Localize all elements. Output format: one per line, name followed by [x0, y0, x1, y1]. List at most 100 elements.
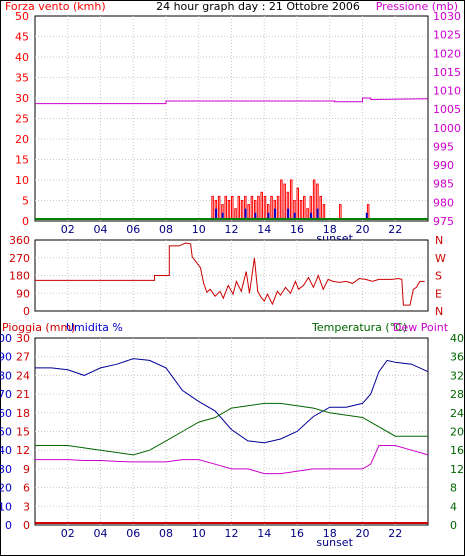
wind-tick-label: 15: [15, 154, 29, 167]
x-tick-label: 16: [290, 527, 304, 540]
compass-label: N: [435, 305, 443, 318]
temperature-axis-title: Temperatura (°C): [311, 321, 407, 334]
wind-tick-label: 5: [22, 195, 29, 208]
direction-tick-label: 180: [9, 270, 30, 283]
x-tick-label: 18: [323, 527, 337, 540]
temperature-tick-label: 36: [450, 351, 464, 364]
compass-label: W: [435, 252, 446, 265]
x-tick-label: 18: [323, 223, 337, 236]
compass-label: N: [435, 234, 443, 247]
pressure-tick-label: 1005: [433, 103, 461, 116]
temperature-tick-label: 16: [450, 444, 464, 457]
rain-tick-label: 15: [16, 426, 30, 439]
temperature-tick-label: 4: [450, 500, 457, 513]
wind-direction-line: [35, 242, 425, 306]
pressure-tick-label: 1030: [433, 10, 461, 23]
direction-tick-label: 90: [16, 287, 30, 300]
gust-bar: [293, 212, 296, 219]
wind-axis-title: Forza vento (kmh): [5, 0, 106, 13]
humidity-tick-label: 20: [0, 482, 12, 495]
humidity-tick-label: 50: [0, 426, 12, 439]
humidity-axis-title: Umidita %: [66, 321, 123, 334]
pressure-tick-label: 995: [433, 140, 454, 153]
rain-tick-label: 24: [16, 369, 30, 382]
temperature-tick-label: 32: [450, 369, 464, 382]
dewpoint-axis-title: Dew Point: [393, 321, 449, 334]
rain-tick-label: 30: [16, 332, 30, 345]
humidity-line: [35, 358, 429, 444]
sunset-label: sunset: [316, 536, 353, 549]
x-tick-label: 08: [159, 223, 173, 236]
wind-tick-label: 20: [15, 133, 29, 146]
wind-tick-label: 0: [22, 215, 29, 228]
pressure-tick-label: 1020: [433, 47, 461, 60]
x-tick-label: 22: [388, 527, 402, 540]
pressure-tick-label: 1025: [433, 29, 461, 42]
humidity-tick-label: 100: [0, 332, 12, 345]
wind-tick-label: 45: [15, 31, 29, 44]
x-tick-label: 04: [94, 527, 108, 540]
x-tick-label: 12: [225, 223, 239, 236]
gust-bar: [365, 212, 368, 219]
gust-bar: [267, 212, 270, 219]
direction-tick-label: 270: [9, 252, 30, 265]
wind-tick-label: 30: [15, 92, 29, 105]
pressure-tick-label: 985: [433, 178, 454, 191]
x-tick-label: 10: [192, 223, 206, 236]
temperature-tick-label: 0: [450, 519, 457, 532]
wind-tick-label: 40: [15, 51, 29, 64]
x-tick-label: 04: [94, 223, 108, 236]
temperature-tick-label: 20: [450, 426, 464, 439]
gust-bar: [316, 208, 319, 219]
x-tick-label: 20: [356, 527, 370, 540]
x-tick-label: 14: [257, 527, 271, 540]
humidity-tick-label: 90: [0, 351, 12, 364]
x-tick-label: 02: [61, 527, 75, 540]
rain-tick-label: 12: [16, 444, 30, 457]
x-tick-label: 12: [225, 527, 239, 540]
compass-label: E: [435, 287, 442, 300]
pressure-tick-label: 1010: [433, 85, 461, 98]
rain-tick-label: 27: [16, 351, 30, 364]
direction-tick-label: 360: [9, 234, 30, 247]
temperature-tick-label: 12: [450, 463, 464, 476]
compass-label: S: [435, 270, 442, 283]
gust-bar: [221, 212, 224, 219]
humidity-tick-label: 40: [0, 444, 12, 457]
pressure-line: [35, 97, 429, 105]
direction-tick-label: 0: [23, 305, 30, 318]
x-tick-label: 06: [126, 527, 140, 540]
rain-tick-label: 9: [23, 463, 30, 476]
x-tick-label: 14: [257, 223, 271, 236]
x-tick-label: 20: [356, 223, 370, 236]
humidity-tick-label: 60: [0, 407, 12, 420]
temperature-tick-label: 40: [450, 332, 464, 345]
pressure-tick-label: 1000: [433, 122, 461, 135]
x-tick-label: 08: [159, 527, 173, 540]
x-tick-label: 22: [388, 223, 402, 236]
gust-bar: [310, 212, 313, 219]
wind-tick-label: 25: [15, 113, 29, 126]
humidity-tick-label: 30: [0, 463, 12, 476]
rain-tick-label: 21: [16, 388, 30, 401]
gust-bar: [244, 208, 247, 219]
dew-point-line: [35, 445, 429, 475]
humidity-tick-label: 0: [5, 519, 12, 532]
x-tick-label: 06: [126, 223, 140, 236]
pressure-axis-title: Pressione (mb): [376, 0, 458, 13]
gust-bar: [215, 208, 218, 219]
chart-title: 24 hour graph day : 21 Ottobre 2006: [156, 0, 360, 13]
rain-tick-label: 6: [23, 482, 30, 495]
temperature-tick-label: 28: [450, 388, 464, 401]
pressure-tick-label: 1015: [433, 66, 461, 79]
gust-bar: [254, 212, 257, 219]
pressure-tick-label: 990: [433, 159, 454, 172]
x-tick-label: 10: [192, 527, 206, 540]
humidity-tick-label: 70: [0, 388, 12, 401]
rain-tick-label: 3: [23, 500, 30, 513]
wind-tick-label: 35: [15, 72, 29, 85]
temperature-tick-label: 24: [450, 407, 464, 420]
rain-tick-label: 0: [23, 519, 30, 532]
humidity-tick-label: 10: [0, 500, 12, 513]
